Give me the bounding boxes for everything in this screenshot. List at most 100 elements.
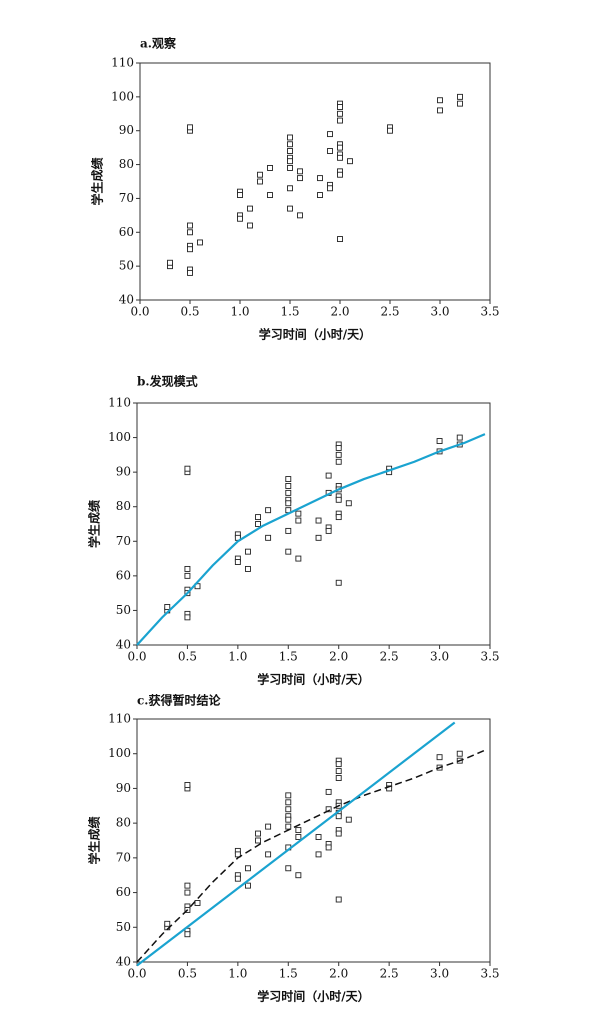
data-point [325, 844, 332, 851]
y-tick-label: 90 [119, 123, 134, 137]
x-tick-label: 0.5 [178, 967, 197, 981]
x-tick-label: 2.5 [380, 305, 399, 319]
data-point [184, 572, 191, 579]
data-point [335, 496, 342, 503]
data-point [297, 168, 303, 175]
data-point [285, 476, 292, 483]
data-point [265, 534, 272, 541]
data-point [187, 124, 193, 131]
data-point [184, 889, 191, 896]
x-tick-label: 1.0 [230, 305, 249, 319]
data-point [287, 205, 293, 212]
data-point [187, 246, 193, 253]
chart-title: a.观察 [140, 36, 177, 51]
data-point [187, 269, 193, 276]
fit-line [136, 433, 486, 646]
data-point [194, 900, 201, 906]
data-point [285, 865, 292, 872]
data-point [387, 127, 393, 134]
y-tick-label: 80 [116, 499, 131, 513]
x-tick-label: 3.5 [480, 650, 499, 664]
data-point [315, 534, 322, 541]
data-point [345, 816, 352, 823]
data-point [237, 192, 243, 198]
data-point [335, 451, 342, 458]
data-point [285, 548, 292, 555]
data-point [285, 500, 292, 507]
y-tick-label: 60 [116, 568, 131, 582]
x-tick-label: 3.0 [430, 650, 449, 664]
data-point [164, 920, 171, 927]
x-tick-label: 3.5 [480, 967, 499, 981]
data-point [167, 259, 173, 266]
data-point [335, 775, 342, 781]
data-point [337, 117, 343, 124]
data-point [257, 171, 263, 178]
data-point [287, 185, 293, 192]
data-point [436, 438, 443, 444]
data-point [457, 93, 463, 100]
data-point [267, 192, 273, 198]
data-point [244, 565, 251, 572]
data-point [317, 175, 323, 182]
data-point [187, 229, 193, 236]
data-point [337, 144, 343, 151]
data-point [327, 131, 333, 138]
data-point [184, 782, 191, 788]
data-point [247, 205, 253, 212]
data-point [244, 865, 251, 872]
data-point [184, 931, 191, 938]
data-point [287, 134, 293, 141]
y-tick-label: 50 [116, 920, 131, 934]
x-tick-label: 1.5 [280, 305, 299, 319]
data-point [315, 517, 322, 524]
data-point [325, 788, 332, 795]
data-point [234, 851, 241, 858]
y-tick-label: 110 [111, 56, 134, 70]
y-tick-label: 90 [116, 465, 131, 479]
data-point [265, 851, 272, 858]
data-point [297, 175, 303, 182]
data-point [255, 514, 261, 521]
y-tick-label: 70 [116, 850, 131, 864]
data-point [335, 444, 342, 451]
chart-title: c.获得暂时结论 [137, 693, 221, 708]
data-point [287, 141, 293, 148]
data-point [337, 104, 343, 110]
data-point [285, 483, 292, 489]
data-point [297, 212, 303, 219]
data-point [325, 527, 332, 534]
chart-title: b.发现模式 [137, 374, 198, 389]
x-tick-label: 0.5 [178, 650, 197, 664]
data-point [337, 236, 343, 243]
data-point [287, 165, 293, 171]
data-point [285, 792, 292, 799]
x-tick-label: 0.5 [180, 305, 199, 319]
x-tick-label: 3.5 [480, 305, 499, 319]
x-tick-label: 2.0 [329, 967, 348, 981]
data-point [187, 222, 193, 229]
data-point [327, 148, 333, 154]
data-point [285, 799, 292, 806]
data-point [234, 875, 241, 882]
x-tick-label: 0.0 [127, 650, 146, 664]
data-point [255, 837, 261, 844]
data-point [184, 565, 191, 572]
x-tick-label: 1.5 [279, 650, 298, 664]
y-tick-label: 110 [108, 712, 131, 726]
data-point [295, 517, 302, 524]
data-point [456, 434, 463, 441]
data-point [184, 614, 191, 621]
x-axis-label: 学习时间（小时/天） [257, 989, 369, 1004]
data-point [295, 555, 302, 562]
data-point [265, 507, 272, 514]
data-point [337, 171, 343, 178]
plot-frame [139, 62, 491, 301]
y-tick-label: 90 [116, 781, 131, 795]
x-tick-label: 1.0 [228, 967, 247, 981]
x-tick-label: 2.0 [329, 650, 348, 664]
data-point [437, 107, 443, 114]
data-point [295, 510, 302, 517]
data-point [317, 192, 323, 198]
data-point [345, 500, 352, 507]
